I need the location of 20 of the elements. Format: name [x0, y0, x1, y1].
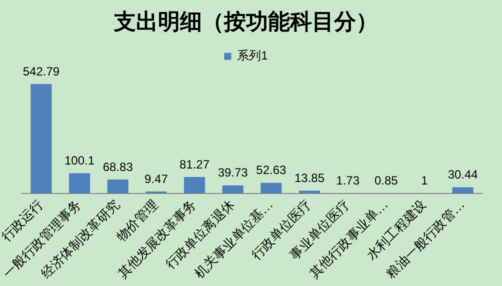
chart-title: 支出明细（按功能科目分）: [113, 8, 378, 34]
bar: [222, 185, 244, 194]
bar: [30, 84, 52, 194]
legend-label: 系列1: [237, 48, 268, 63]
data-label: 52.63: [256, 163, 287, 178]
data-label: 100.1: [64, 154, 95, 168]
data-label: 542.79: [22, 64, 60, 78]
data-label: 1.73: [336, 173, 360, 188]
data-label: 30.44: [448, 168, 478, 182]
bar: [107, 180, 128, 194]
bar: [68, 173, 90, 194]
data-label: 68.83: [102, 160, 134, 174]
data-label: 39.73: [218, 166, 248, 180]
data-label: 13.85: [294, 170, 325, 185]
data-label: 81.27: [179, 157, 210, 172]
bar: [260, 182, 282, 194]
bar: [184, 177, 206, 194]
data-label: 9.47: [144, 172, 168, 186]
data-label: 0.85: [374, 174, 398, 188]
data-label: 1: [421, 174, 428, 188]
